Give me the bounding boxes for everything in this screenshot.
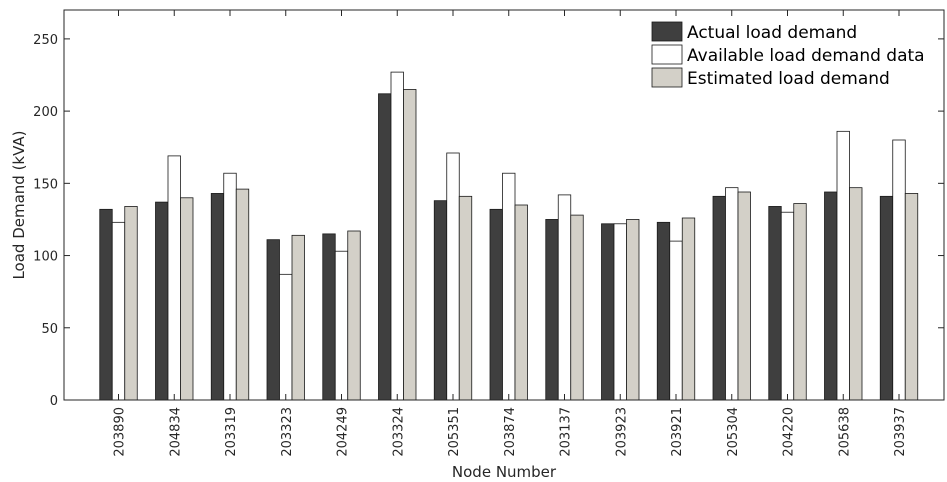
bar-available-205351 (446, 152, 460, 401)
legend-swatch (651, 21, 683, 42)
bar-actual-203921 (656, 221, 671, 401)
bar-actual-204220 (768, 206, 782, 401)
bar-available-205304 (725, 187, 739, 401)
x-tick-label: 203921 (670, 407, 685, 457)
bar-available-203323 (279, 273, 293, 401)
bar-actual-203319 (210, 193, 225, 401)
x-tick-label: 205638 (837, 407, 852, 457)
x-tick-label: 203319 (224, 407, 239, 457)
bar-actual-205304 (712, 195, 726, 401)
legend: Actual load demand Available load demand … (651, 21, 925, 89)
y-axis: 0 50 100 150 200 250 (33, 33, 944, 409)
bar-estimated-204220 (793, 203, 807, 401)
legend-label: Actual load demand (687, 23, 857, 43)
bar-actual-203137 (545, 219, 559, 401)
legend-swatch (651, 67, 683, 88)
x-tick-label: 203137 (559, 407, 574, 457)
bar-available-203921 (669, 240, 683, 401)
x-tick-label: 204249 (336, 407, 351, 457)
bar-available-203324 (390, 71, 404, 401)
y-tick-label: 200 (33, 105, 58, 120)
bar-available-203874 (502, 172, 516, 401)
bar-available-203923 (613, 223, 627, 401)
y-tick-label: 150 (33, 177, 58, 192)
bar-actual-203937 (879, 195, 894, 401)
bar-actual-203324 (378, 93, 392, 401)
bar-estimated-203137 (570, 214, 584, 401)
bar-estimated-205638 (849, 187, 863, 401)
x-tick-label: 205351 (447, 407, 462, 457)
x-tick-label: 203324 (391, 407, 406, 457)
bar-actual-204249 (322, 233, 336, 401)
x-tick-label: 204220 (782, 407, 797, 457)
bar-estimated-203890 (124, 206, 138, 401)
y-tick-label: 0 (50, 394, 58, 409)
bar-available-203937 (892, 139, 906, 401)
y-tick-label: 100 (33, 250, 58, 265)
plot-area-frame (63, 9, 945, 401)
legend-label: Available load demand data (687, 46, 925, 66)
bars-layer (99, 71, 919, 401)
y-axis-label: Load Demand (kVA) (10, 130, 28, 279)
x-tick-label: 203890 (113, 407, 128, 457)
bar-estimated-203937 (904, 193, 919, 401)
bar-estimated-205304 (737, 191, 751, 401)
x-axis: 203890 204834 203319 203323 204249 203324 2053… (113, 10, 908, 457)
bar-available-204249 (334, 250, 349, 401)
bar-estimated-203923 (626, 219, 640, 401)
bar-available-203890 (111, 221, 126, 401)
bar-actual-203923 (601, 223, 615, 401)
bar-estimated-204249 (347, 230, 361, 401)
x-axis-label: Node Number (452, 463, 557, 481)
x-tick-label: 205304 (726, 407, 741, 457)
bar-actual-205351 (433, 200, 448, 401)
bar-actual-203323 (266, 239, 280, 401)
legend-label: Estimated load demand (687, 69, 890, 89)
bar-estimated-205351 (458, 195, 473, 401)
y-tick-label: 250 (33, 33, 58, 48)
bar-actual-203890 (99, 208, 113, 401)
bar-available-203137 (557, 194, 572, 401)
legend-swatch (651, 44, 683, 65)
bar-estimated-203323 (291, 234, 305, 401)
bar-estimated-203319 (235, 188, 250, 401)
bar-available-204834 (167, 155, 181, 401)
x-tick-label: 203923 (614, 407, 629, 457)
x-tick-label: 203323 (280, 407, 295, 457)
bar-actual-204834 (155, 201, 169, 401)
bar-available-203319 (223, 172, 237, 401)
y-tick-label: 50 (41, 322, 58, 337)
bar-estimated-203324 (403, 89, 417, 401)
bar-estimated-203874 (514, 204, 528, 401)
x-tick-label: 204834 (168, 407, 183, 457)
bar-available-204220 (780, 211, 795, 401)
bar-actual-205638 (824, 191, 838, 401)
x-tick-label: 203874 (503, 407, 518, 457)
x-tick-label: 203937 (893, 407, 908, 457)
bar-estimated-203921 (681, 217, 696, 401)
bar-actual-203874 (489, 208, 503, 401)
bar-available-205638 (836, 130, 850, 401)
bar-estimated-204834 (180, 197, 194, 401)
